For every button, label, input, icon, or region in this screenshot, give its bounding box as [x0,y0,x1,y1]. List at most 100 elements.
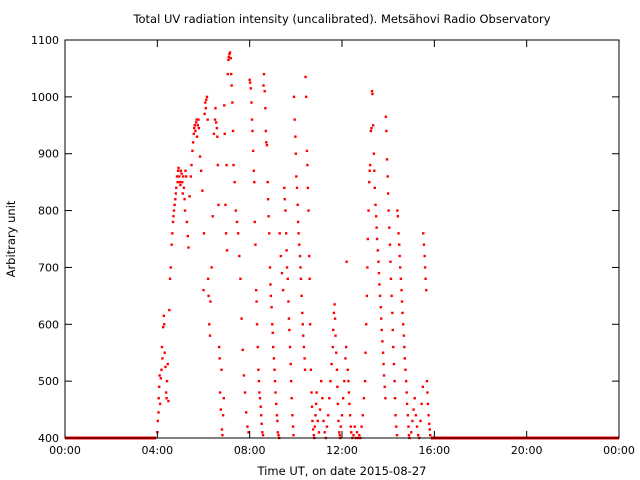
data-point [382,374,386,377]
data-point [258,391,261,394]
data-point [178,180,182,184]
data-point [174,198,177,201]
data-point [172,215,175,218]
data-point [333,317,337,320]
data-point [349,425,352,428]
data-point [290,379,293,383]
data-point [277,433,280,437]
data-point [199,169,203,172]
data-point [268,266,272,269]
data-point [424,277,427,280]
data-point [381,340,384,343]
data-point [420,402,423,406]
data-point [157,411,160,414]
data-point [157,397,160,400]
data-point [194,121,198,124]
data-point [310,405,314,408]
data-point [249,87,253,90]
data-point [371,124,375,127]
data-point [344,345,348,349]
data-point [270,306,273,309]
data-point [343,379,346,383]
data-point [403,357,406,360]
data-point [207,294,210,298]
data-point [396,209,399,212]
data-point [216,163,220,167]
data-point [245,411,248,414]
data-point [428,428,431,431]
data-point [194,129,197,133]
data-point [257,379,261,383]
data-point [316,419,319,423]
data-point [216,135,219,138]
data-point [407,433,411,437]
data-point [325,425,329,428]
data-point [295,186,299,190]
data-point [246,425,249,428]
data-point [368,169,371,172]
data-point [219,408,223,411]
data-point [375,237,379,241]
data-point [398,243,401,246]
data-point [332,328,335,332]
data-point [385,129,388,133]
x-tick-label: 12:00 [326,444,358,457]
data-point [197,118,200,121]
data-point [230,84,233,87]
data-point [263,89,266,93]
data-point [223,104,226,107]
data-point [239,277,242,280]
data-point [261,433,265,437]
data-point [338,433,341,437]
data-point [212,132,216,136]
y-tick-label: 900 [38,148,59,161]
data-point [251,129,254,133]
data-point [227,55,231,59]
data-point [310,391,313,394]
data-point [320,379,323,383]
data-point [375,226,378,229]
data-point [297,232,300,235]
data-point [388,226,391,229]
data-point [228,51,232,54]
data-point [183,209,187,212]
data-point [182,186,186,190]
data-point [314,402,318,406]
data-point [374,203,377,207]
data-point [311,428,315,431]
data-point [180,172,183,175]
y-tick-label: 700 [38,261,59,274]
data-point [174,192,177,195]
data-point [301,323,304,326]
y-tick-label: 800 [38,205,59,218]
data-point [390,294,393,298]
data-point [428,433,432,437]
data-point [236,232,240,235]
data-point [299,266,302,269]
y-tick-label: 1000 [31,91,59,104]
data-point [224,203,227,207]
data-point [201,189,204,192]
data-point [333,303,336,306]
data-point [302,345,306,349]
data-point [368,163,372,167]
data-point [294,135,297,138]
data-point [271,323,274,326]
x-axis-label: Time UT, on date 2015-08-27 [257,464,427,478]
data-point [300,294,303,298]
data-point [208,334,212,337]
data-point [275,402,278,406]
data-point [227,58,230,62]
data-point [340,414,344,417]
data-point [382,362,385,366]
data-point [305,149,309,153]
data-point [355,431,359,434]
data-point [296,220,300,224]
data-point [260,414,263,417]
data-point [388,243,392,246]
data-point [193,124,196,127]
data-point [255,323,259,326]
data-point [266,180,269,184]
data-point [383,385,386,389]
data-point [344,357,347,360]
